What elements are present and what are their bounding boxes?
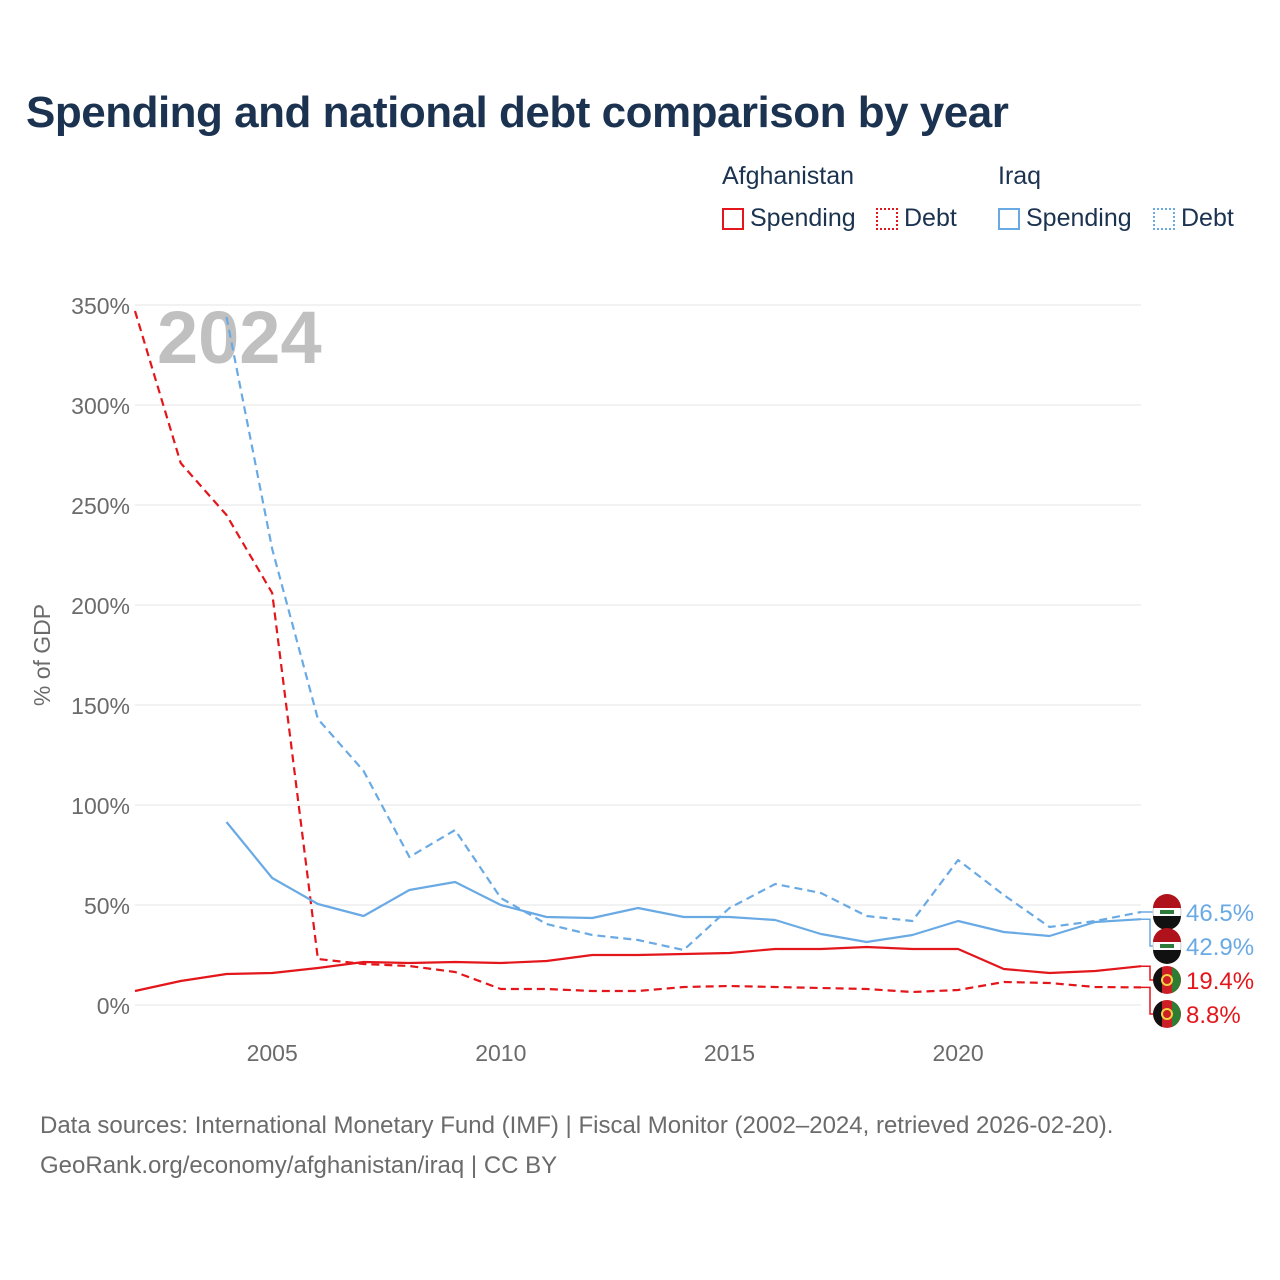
x-tick-label: 2020 — [933, 1040, 984, 1066]
y-tick-label: 250% — [71, 493, 130, 519]
end-value-label: 8.8% — [1186, 1002, 1241, 1029]
iraq-flag-black-band — [1153, 916, 1181, 930]
x-tick-label: 2015 — [704, 1040, 755, 1066]
y-axis-label: % of GDP — [29, 604, 55, 706]
legend-iraq-spending[interactable]: Spending — [998, 204, 1132, 233]
line-chart: 0% 50% 100% 150% 200% 250% 300% 350% 2005 2010 201… — [29, 293, 1254, 1066]
legend-label: Debt — [904, 204, 957, 232]
series-line-afghanistan-debt — [133, 310, 1142, 994]
y-tick-label: 150% — [71, 693, 130, 719]
footer: Data sources: International Monetary Fun… — [40, 1106, 1113, 1186]
data-source-text: Data sources: International Monetary Fun… — [40, 1112, 1114, 1139]
x-tick-label: 2010 — [475, 1040, 526, 1066]
end-value-label: 46.5% — [1186, 900, 1254, 927]
legend-label: Spending — [750, 204, 856, 232]
iraq-flag-script — [1160, 944, 1174, 948]
afghanistan-flag-green-band — [1172, 1001, 1181, 1027]
x-tick-label: 2005 — [247, 1040, 298, 1066]
afghanistan-flag-green-band — [1172, 967, 1181, 993]
series-line-afghanistan-spending — [134, 945, 1142, 993]
series-line-iraq-debt — [225, 316, 1142, 952]
afghanistan-flag-emblem — [1161, 1008, 1173, 1020]
y-tick-label: 0% — [97, 993, 130, 1019]
chart-title: Spending and national debt comparison by… — [26, 88, 1009, 137]
attribution-text: GeoRank.org/economy/afghanistan/iraq | C… — [40, 1152, 558, 1179]
year-watermark: 2024 — [157, 296, 322, 379]
legend-swatch-red-solid — [722, 207, 744, 230]
legend-iraq-debt[interactable]: Debt — [1153, 204, 1234, 233]
iraq-flag-red-band — [1153, 928, 1181, 942]
end-value-label: 42.9% — [1186, 934, 1254, 961]
y-tick-label: 350% — [71, 293, 130, 319]
y-tick-label: 300% — [71, 393, 130, 419]
afghanistan-flag-black-band — [1153, 967, 1162, 993]
series-line-iraq-spending — [225, 821, 1142, 944]
iraq-flag-red-band — [1153, 894, 1181, 908]
iraq-flag-script — [1160, 910, 1174, 914]
legend-swatch-red-dotted — [876, 207, 898, 230]
legend-label: Debt — [1181, 204, 1234, 232]
end-value-label: 19.4% — [1186, 968, 1254, 995]
legend-group-iraq-title: Iraq — [998, 162, 1042, 190]
legend-swatch-blue-dotted — [1153, 207, 1175, 230]
y-tick-label: 100% — [71, 793, 130, 819]
legend-group-afghanistan-title: Afghanistan — [722, 162, 855, 190]
y-tick-label: 50% — [84, 893, 130, 919]
iraq-flag-black-band — [1153, 950, 1181, 964]
legend-afghanistan-spending[interactable]: Spending — [722, 204, 856, 233]
legend-label: Spending — [1026, 204, 1132, 232]
legend-swatch-blue-solid — [998, 207, 1020, 230]
afghanistan-flag-emblem — [1161, 974, 1173, 986]
afghanistan-flag-black-band — [1153, 1001, 1162, 1027]
y-tick-label: 200% — [71, 593, 130, 619]
legend-afghanistan-debt[interactable]: Debt — [876, 204, 957, 233]
